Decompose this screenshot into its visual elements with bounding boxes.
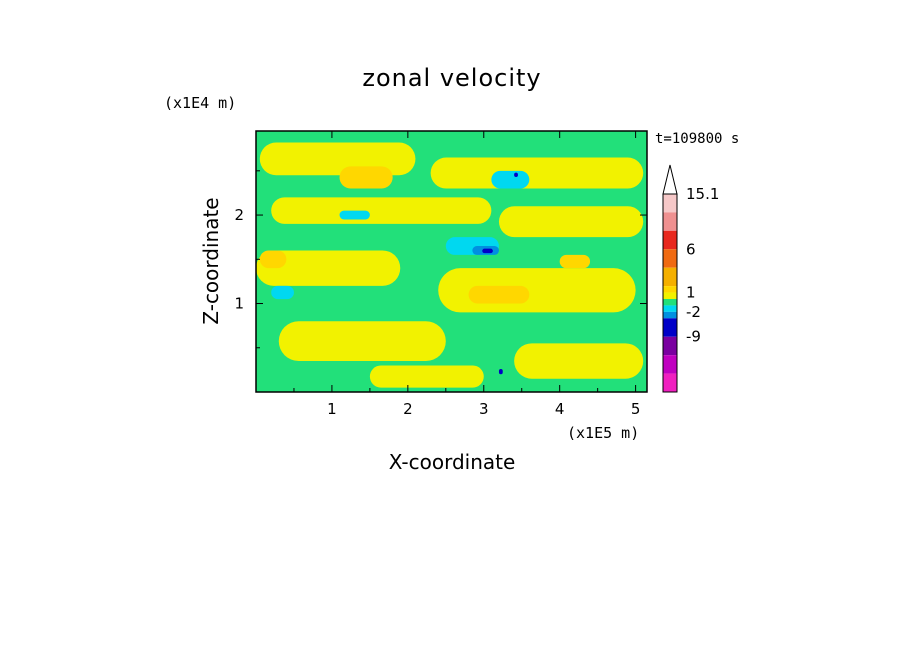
field-region-1 (430, 157, 644, 189)
x-unit-label: (x1E5 m) (567, 424, 639, 442)
colorbar-swatch-2 (663, 286, 677, 293)
colorbar-label: -2 (686, 303, 701, 321)
time-label: t=109800 s (655, 131, 739, 147)
y-tick-label: 1 (234, 295, 244, 313)
field-region-1 (498, 206, 644, 238)
field-region--5 (482, 248, 493, 254)
colorbar-swatch--12 (663, 355, 677, 374)
colorbar: 15.1 6 1-2 -9 (662, 164, 719, 393)
colorbar-label: 6 (686, 240, 696, 258)
field-region-1 (259, 142, 416, 176)
field-region-2 (259, 250, 287, 269)
colorbar-swatch-3 (663, 267, 677, 287)
field-region-1 (256, 250, 401, 286)
field-region--5 (514, 172, 518, 178)
plot-frame (255, 130, 648, 393)
field-region-1 (369, 365, 484, 388)
colorbar-frame (662, 193, 678, 393)
colorbar-swatch--5 (663, 318, 677, 337)
y-axis-label: Z-coordinate (199, 197, 223, 324)
field-region-1 (271, 197, 492, 224)
colorbar-swatch-15.1 (663, 194, 677, 213)
field-region-2 (559, 254, 591, 269)
colorbar-swatch--15 (663, 373, 677, 392)
colorbar-swatch--9 (663, 336, 677, 356)
field-region--1 (339, 210, 370, 220)
field-region-2 (339, 166, 393, 189)
x-tick-label: 3 (479, 400, 489, 418)
colorbar-label: -9 (686, 328, 701, 346)
x-tick-label: 1 (327, 400, 337, 418)
field-region-1 (514, 343, 644, 379)
contour-field (256, 131, 647, 392)
colorbar-swatch-0 (663, 298, 677, 306)
colorbar-swatch-9 (663, 230, 677, 250)
colorbar-swatch-6 (663, 249, 677, 268)
colorbar-swatch--2 (663, 311, 677, 319)
x-tick-label: 4 (555, 400, 565, 418)
colorbar-arrow (662, 164, 678, 195)
x-tick-label: 5 (631, 400, 641, 418)
colorbar-swatch--1 (663, 305, 677, 312)
field-region--1 (271, 285, 294, 300)
axis-ticks: 1 2 3 4 5 1 2 (234, 131, 647, 418)
x-axis-label: X-coordinate (389, 450, 516, 474)
colorbar-label: 1 (686, 284, 696, 302)
field-region-1 (278, 321, 446, 362)
field-region-2 (468, 285, 530, 304)
colorbar-swatch-12 (663, 212, 677, 231)
field-region-1 (438, 268, 636, 313)
colorbar-swatch-1 (663, 292, 677, 299)
field-region--5 (498, 368, 503, 375)
y-tick-label: 2 (234, 206, 244, 224)
field-region--1 (491, 170, 530, 189)
chart-title: zonal velocity (362, 64, 541, 92)
y-unit-label: (x1E4 m) (164, 94, 236, 112)
colorbar-label: 15.1 (686, 185, 719, 203)
x-tick-label: 2 (403, 400, 413, 418)
